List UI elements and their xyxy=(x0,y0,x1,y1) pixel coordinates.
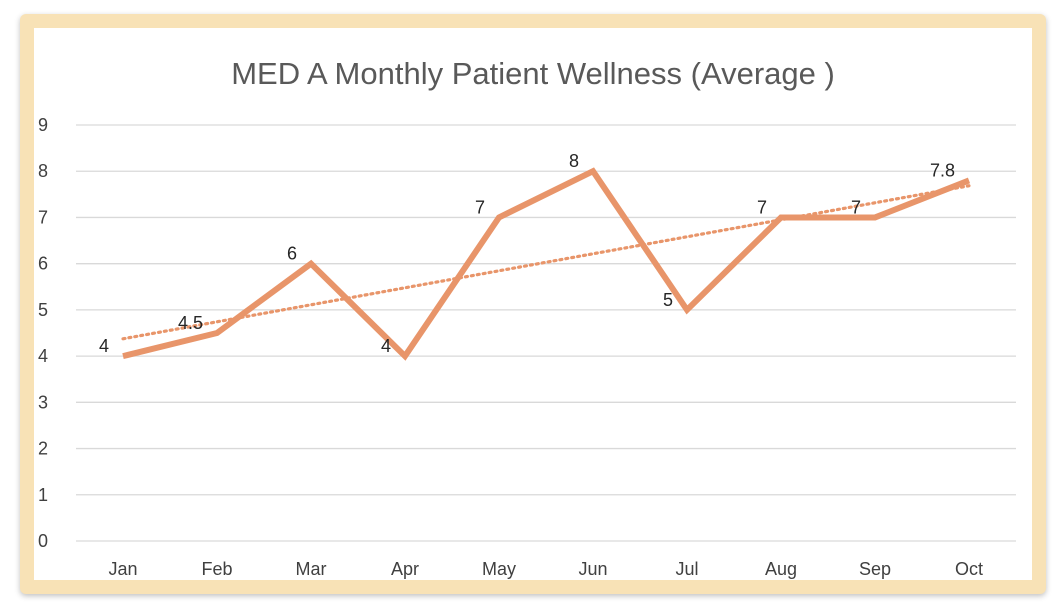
data-label: 4 xyxy=(381,336,391,356)
data-label: 7 xyxy=(851,197,861,217)
x-tick-label: Jun xyxy=(578,559,607,579)
data-label: 8 xyxy=(569,151,579,171)
y-tick-label: 3 xyxy=(38,392,48,412)
y-tick-label: 5 xyxy=(38,300,48,320)
series-line xyxy=(122,167,971,361)
y-tick-label: 2 xyxy=(38,439,48,459)
y-tick-label: 4 xyxy=(38,346,48,366)
line-chart: MED A Monthly Patient Wellness (Average … xyxy=(38,56,1016,579)
x-tick-label: May xyxy=(482,559,516,579)
x-tick-label: Jan xyxy=(108,559,137,579)
trendline xyxy=(121,184,971,341)
x-tick-label: Sep xyxy=(859,559,891,579)
data-labels: 4 4.5 6 4 7 8 5 7 7 7.8 xyxy=(99,151,955,356)
series-polyline xyxy=(122,167,971,361)
x-tick-label: Apr xyxy=(391,559,419,579)
data-label: 7 xyxy=(475,197,485,217)
y-tick-label: 8 xyxy=(38,161,48,181)
y-tick-label: 9 xyxy=(38,115,48,135)
x-tick-label: Jul xyxy=(675,559,698,579)
data-label: 4.5 xyxy=(178,313,203,333)
x-tick-label: Aug xyxy=(765,559,797,579)
chart-title: MED A Monthly Patient Wellness (Average … xyxy=(231,56,835,91)
chart-frame: MED A Monthly Patient Wellness (Average … xyxy=(20,14,1046,594)
chart-panel: MED A Monthly Patient Wellness (Average … xyxy=(34,28,1032,580)
x-tick-label: Oct xyxy=(955,559,983,579)
data-label: 7.8 xyxy=(930,160,955,180)
y-tick-label: 7 xyxy=(38,207,48,227)
data-label: 4 xyxy=(99,336,109,356)
data-label: 6 xyxy=(287,244,297,264)
data-label: 7 xyxy=(757,197,767,217)
x-axis-ticks: Jan Feb Mar Apr May Jun Jul Aug Sep Oct xyxy=(108,559,983,579)
y-tick-label: 6 xyxy=(38,254,48,274)
x-tick-label: Mar xyxy=(296,559,327,579)
data-label: 5 xyxy=(663,290,673,310)
y-axis-ticks: 0 1 2 3 4 5 6 7 8 9 xyxy=(38,115,48,551)
y-tick-label: 0 xyxy=(38,531,48,551)
linear-trendline xyxy=(121,184,971,341)
y-tick-label: 1 xyxy=(38,485,48,505)
gridlines xyxy=(76,124,1016,542)
x-tick-label: Feb xyxy=(201,559,232,579)
